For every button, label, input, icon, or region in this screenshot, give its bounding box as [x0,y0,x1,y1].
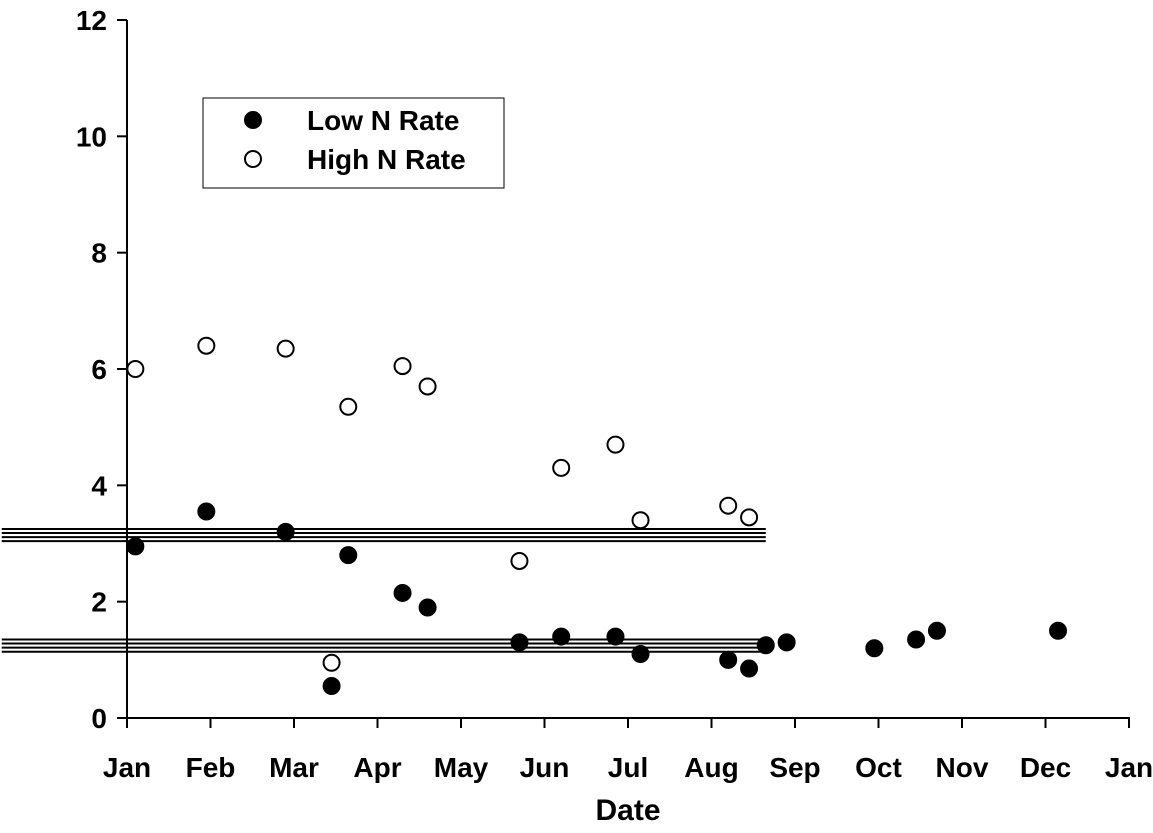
x-tick-label-8: Sep [769,752,820,783]
points-layer [126,336,1068,696]
data-point-s0-4 [393,583,412,602]
data-point-s0-9 [631,645,650,664]
data-point-s0-6 [510,633,529,652]
x-tick-label-12: Jan [1105,752,1153,783]
y-tick-label-12: 12 [76,5,107,36]
y-tick-label-4: 4 [91,470,107,501]
y-tick-label-2: 2 [91,587,107,618]
data-point-s0-15 [907,630,926,649]
data-point-s1-6 [510,551,529,570]
data-point-s0-12 [756,636,775,655]
y-tick-label-8: 8 [91,238,107,269]
reference-lines-layer [1,527,766,653]
data-point-s1-8 [606,435,625,454]
data-point-s1-5 [418,377,437,396]
y-tick-label-0: 0 [91,703,107,734]
data-point-s1-3 [339,397,358,416]
data-point-s0-16 [927,621,946,640]
x-tick-label-11: Dec [1020,752,1071,783]
data-point-s0-5 [418,598,437,617]
x-tick-label-3: Apr [353,752,401,783]
x-tick-label-9: Oct [855,752,902,783]
data-point-s0-14 [865,639,884,658]
x-tick-label-2: Mar [269,752,319,783]
x-tick-label-6: Jul [608,752,648,783]
data-point-s0-8 [606,627,625,646]
data-point-s3-0 [322,653,341,672]
data-point-s1-10 [719,496,738,515]
data-point-s1-11 [740,508,759,527]
legend-label-low-n-rate: Low N Rate [307,105,459,136]
x-tick-label-0: Jan [103,752,151,783]
x-tick-label-4: May [434,752,489,783]
legend: Low N Rate High N Rate [202,97,505,189]
data-point-s0-2 [276,522,295,541]
legend-marker-low-n-rate [244,111,262,129]
y-tick-label-6: 6 [91,354,107,385]
y-tick-label-10: 10 [76,121,107,152]
x-tick-label-1: Feb [186,752,236,783]
data-point-s2-0 [322,677,341,696]
data-point-s1-2 [276,339,295,358]
ticks-layer: 0 2 4 6 8 10 12 Jan Feb Mar Apr May Jun Jul Aug Sep Oct N… [76,5,1153,783]
data-point-s1-1 [197,336,216,355]
data-point-s0-7 [552,627,571,646]
x-tick-label-5: Jun [520,752,570,783]
data-point-s1-9 [631,511,650,530]
legend-marker-high-n-rate [244,150,262,168]
data-point-s0-13 [777,633,796,652]
data-point-s1-4 [393,357,412,376]
x-tick-label-7: Aug [684,752,738,783]
data-point-s1-7 [552,458,571,477]
data-point-s0-3 [339,546,358,565]
data-point-s0-1 [197,502,216,521]
data-point-s0-11 [740,659,759,678]
data-point-s0-10 [719,650,738,669]
x-tick-label-10: Nov [936,752,989,783]
x-axis-title: Date [595,794,660,827]
data-point-s0-0 [126,537,145,556]
data-point-s0-17 [1049,621,1068,640]
data-point-s1-0 [126,360,145,378]
legend-label-high-n-rate: High N Rate [307,144,466,175]
